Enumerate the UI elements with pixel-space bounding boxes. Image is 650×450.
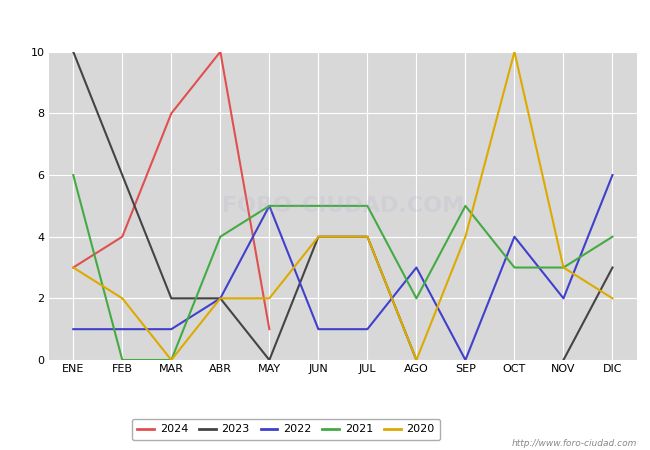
Text: Matriculaciones de Vehiculos en Capella: Matriculaciones de Vehiculos en Capella [159, 11, 491, 29]
Text: FORO-CIUDAD.COM: FORO-CIUDAD.COM [222, 196, 464, 216]
Text: http://www.foro-ciudad.com: http://www.foro-ciudad.com [512, 439, 637, 448]
Legend: 2024, 2023, 2022, 2021, 2020: 2024, 2023, 2022, 2021, 2020 [132, 419, 440, 440]
